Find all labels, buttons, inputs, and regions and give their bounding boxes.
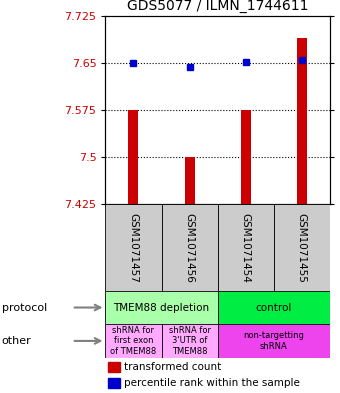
Bar — [162, 324, 218, 358]
Bar — [297, 38, 307, 204]
Bar — [105, 291, 218, 324]
Text: shRNA for
3'UTR of
TMEM88: shRNA for 3'UTR of TMEM88 — [169, 326, 210, 356]
Bar — [105, 324, 162, 358]
Bar — [274, 204, 330, 291]
Text: GSM1071457: GSM1071457 — [129, 213, 138, 283]
Text: GSM1071456: GSM1071456 — [185, 213, 194, 283]
Title: GDS5077 / ILMN_1744611: GDS5077 / ILMN_1744611 — [127, 0, 308, 13]
Text: non-targetting
shRNA: non-targetting shRNA — [243, 331, 304, 351]
Bar — [218, 324, 330, 358]
Bar — [108, 362, 120, 372]
Text: control: control — [256, 303, 292, 312]
Bar — [105, 204, 162, 291]
Bar — [108, 378, 120, 387]
Text: other: other — [2, 336, 31, 346]
Bar — [162, 204, 218, 291]
Text: GSM1071455: GSM1071455 — [297, 213, 307, 283]
Bar — [218, 291, 330, 324]
Text: percentile rank within the sample: percentile rank within the sample — [124, 378, 300, 387]
Text: transformed count: transformed count — [124, 362, 222, 372]
Bar — [185, 157, 194, 204]
Text: shRNA for
first exon
of TMEM88: shRNA for first exon of TMEM88 — [110, 326, 157, 356]
Text: GSM1071454: GSM1071454 — [241, 213, 251, 283]
Bar — [218, 204, 274, 291]
Text: TMEM88 depletion: TMEM88 depletion — [114, 303, 209, 312]
Text: protocol: protocol — [2, 303, 47, 312]
Bar — [129, 110, 138, 204]
Bar — [241, 110, 251, 204]
